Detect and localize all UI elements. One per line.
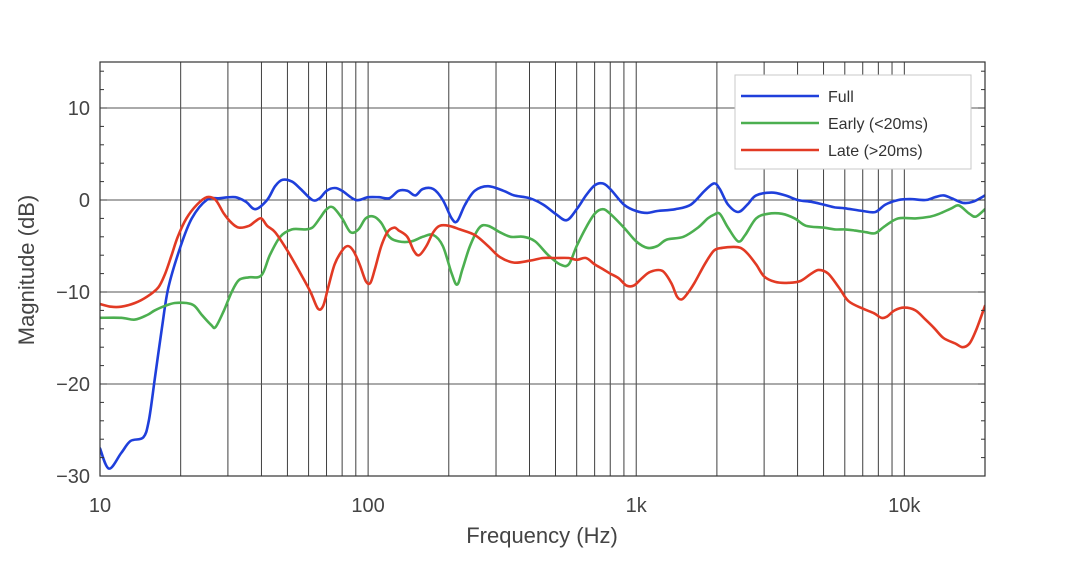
legend: Full Early (<20ms) Late (>20ms) xyxy=(734,74,972,170)
series-line-full xyxy=(100,178,985,470)
y-axis-label: Magnitude (dB) xyxy=(14,195,39,345)
x-tick-label: 100 xyxy=(351,495,384,517)
y-tick-label: 0 xyxy=(79,190,90,212)
series-line-late-20ms xyxy=(100,195,985,349)
legend-label-late-20ms: Late (>20ms) xyxy=(828,143,923,160)
x-tick-label: 1k xyxy=(626,495,648,517)
grid xyxy=(100,62,986,476)
y-tick-label: 10 xyxy=(68,98,90,120)
y-tick-label: −10 xyxy=(56,282,90,304)
x-tick-label: 10 xyxy=(89,495,111,517)
minor-ticks xyxy=(100,70,985,477)
y-tick-label: −30 xyxy=(56,466,90,488)
tick-labels: 10 100 1k 10k −30 −20 −10 0 10 xyxy=(56,98,921,517)
legend-label-full: Full xyxy=(828,89,854,106)
series-line-early-20ms xyxy=(100,204,985,330)
y-tick-label: −20 xyxy=(56,374,90,396)
series-lines xyxy=(100,178,985,470)
x-axis-label: Frequency (Hz) xyxy=(466,523,618,548)
legend-label-early-20ms: Early (<20ms) xyxy=(828,116,928,133)
plot-frame xyxy=(99,61,986,477)
x-tick-label: 10k xyxy=(888,495,921,517)
